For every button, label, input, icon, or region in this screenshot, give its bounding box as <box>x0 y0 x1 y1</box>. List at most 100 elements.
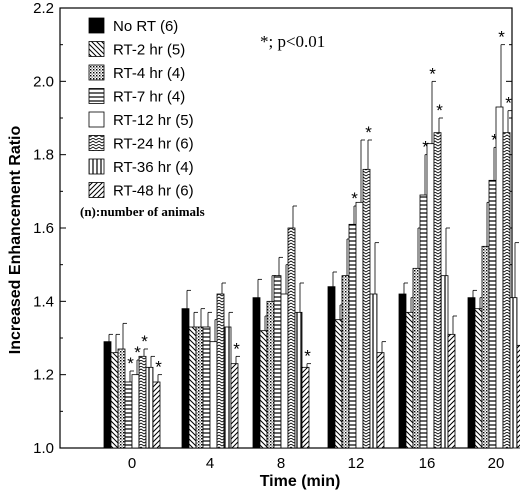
bar <box>376 352 385 449</box>
bar <box>202 326 211 449</box>
significance-asterisk: * <box>134 343 141 362</box>
n-note: (n):number of animals <box>80 204 205 219</box>
bar <box>287 227 296 449</box>
legend-swatch <box>88 64 105 81</box>
bar <box>502 132 511 449</box>
bar <box>348 223 357 449</box>
y-tick-label: 1.6 <box>33 220 54 237</box>
y-tick-label: 2.0 <box>33 73 54 90</box>
significance-asterisk: * <box>498 28 505 47</box>
bar <box>252 297 261 449</box>
significance-asterisk: * <box>155 358 162 377</box>
legend-swatch <box>88 182 105 198</box>
bar <box>355 201 364 449</box>
bar <box>488 179 497 449</box>
bar <box>419 194 428 449</box>
x-axis-title: Time (min) <box>260 473 341 490</box>
bar <box>327 286 336 449</box>
y-tick-label: 1.0 <box>33 440 54 457</box>
bar <box>103 341 112 449</box>
bar <box>110 352 119 449</box>
bar <box>209 341 218 449</box>
bar <box>447 333 456 449</box>
bar <box>405 311 414 449</box>
legend-label: RT-2 hr (5) <box>113 42 185 59</box>
significance-asterisk: * <box>429 64 436 83</box>
bar <box>481 245 490 449</box>
legend-label: RT-12 hr (5) <box>113 112 194 129</box>
bar-series-group: ***** ********* <box>103 28 520 449</box>
bar <box>280 293 289 449</box>
legend-swatch <box>88 111 105 128</box>
bar <box>195 326 204 449</box>
legend-label: RT-7 hr (4) <box>113 89 185 106</box>
bar <box>216 293 225 449</box>
y-axis-title: Increased Enhancement Ratio <box>7 126 24 355</box>
bar <box>131 374 140 449</box>
legend-swatch <box>88 88 105 104</box>
significance-asterisk: * <box>304 347 311 366</box>
bar <box>117 348 126 449</box>
x-tick-label: 4 <box>206 455 214 472</box>
bar <box>294 311 303 449</box>
legend-swatch <box>88 17 105 34</box>
significance-note: *; p<0.01 <box>260 32 325 51</box>
significance-asterisk: * <box>233 339 240 358</box>
bar <box>474 308 483 449</box>
bar <box>266 300 275 449</box>
bar <box>152 381 161 449</box>
legend-label: RT-24 hr (6) <box>113 136 194 153</box>
y-tick-label: 2.2 <box>33 0 54 17</box>
significance-asterisk: * <box>505 94 512 113</box>
bar <box>509 297 518 449</box>
legend-swatch <box>88 135 105 151</box>
significance-asterisk: * <box>351 189 358 208</box>
x-tick-label: 20 <box>488 455 505 472</box>
bar <box>145 366 154 449</box>
bar <box>369 293 378 449</box>
legend-label: RT-36 hr (4) <box>113 159 194 176</box>
bar <box>181 308 190 449</box>
bar <box>426 143 435 449</box>
significance-asterisk: * <box>365 123 372 142</box>
x-axis: 0 4 8 12 16 20 <box>128 442 505 472</box>
bar <box>138 355 147 449</box>
bar <box>301 366 310 449</box>
legend-label: RT-4 hr (4) <box>113 65 185 82</box>
x-tick-label: 16 <box>419 455 436 472</box>
y-tick-label: 1.8 <box>33 147 54 164</box>
bar <box>412 267 421 449</box>
bar <box>362 168 371 449</box>
significance-asterisk: * <box>422 138 429 157</box>
significance-asterisk: * <box>436 101 443 120</box>
bar <box>433 132 442 449</box>
bar <box>259 330 268 449</box>
y-axis: 1.0 1.2 1.4 1.6 1.8 2.0 2.2 <box>33 0 512 457</box>
legend-label: No RT (6) <box>113 18 178 35</box>
bar <box>341 275 350 449</box>
bar <box>440 275 449 449</box>
x-tick-label: 8 <box>277 455 285 472</box>
significance-asterisk: * <box>141 332 148 351</box>
significance-asterisk: * <box>491 130 498 149</box>
legend-swatch <box>88 41 105 57</box>
legend-swatch <box>88 158 105 175</box>
bar <box>516 344 520 449</box>
x-tick-label: 0 <box>128 455 136 472</box>
bar <box>398 293 407 449</box>
bar <box>124 381 133 449</box>
y-tick-label: 1.4 <box>33 293 54 310</box>
y-tick-label: 1.2 <box>33 367 54 384</box>
bar <box>230 363 239 449</box>
significance-asterisk: * <box>127 354 134 373</box>
legend-label: RT-48 hr (6) <box>113 183 194 200</box>
x-tick-label: 12 <box>348 455 365 472</box>
bar <box>223 326 232 449</box>
legend: No RT (6) RT-2 hr (5) RT-4 hr (4) RT-7 hr (… <box>88 17 194 200</box>
bar <box>495 106 504 449</box>
bar <box>334 319 343 449</box>
bar <box>467 297 476 449</box>
bar <box>188 326 197 449</box>
bar <box>273 275 282 449</box>
